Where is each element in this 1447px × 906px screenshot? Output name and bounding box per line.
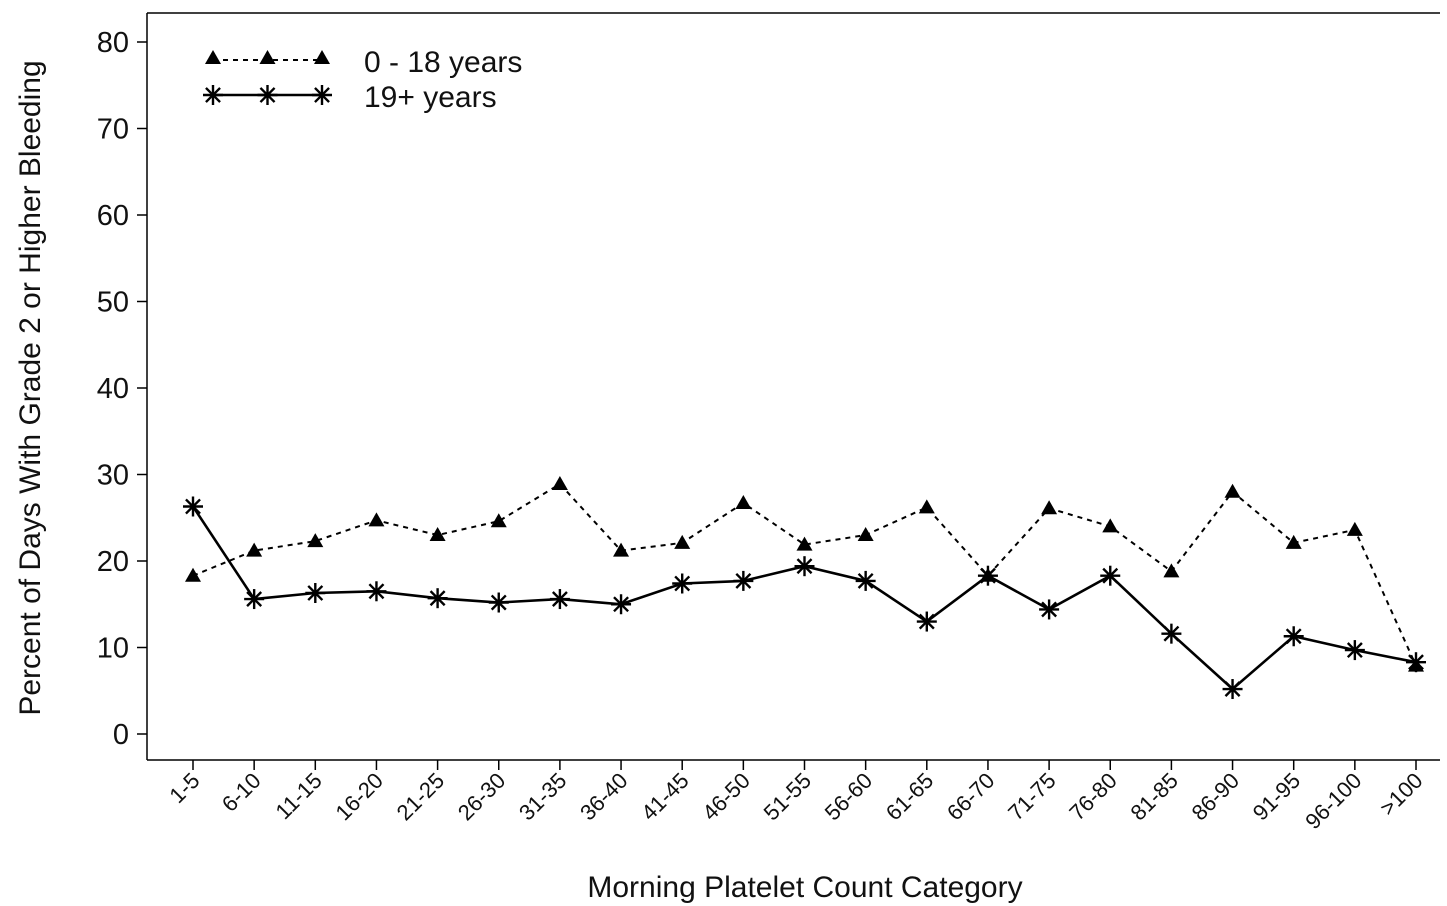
x-tick-label: 81-85 xyxy=(1125,768,1182,825)
x-tick-label: 31-35 xyxy=(514,768,571,825)
data-point-marker xyxy=(429,527,446,542)
data-point-marker xyxy=(611,594,632,615)
x-tick-label: 51-55 xyxy=(759,768,816,825)
x-tick-label: 61-65 xyxy=(881,768,938,825)
data-point-marker xyxy=(733,570,754,591)
x-tick-label: 6-10 xyxy=(217,768,266,817)
data-point-marker xyxy=(855,570,876,591)
x-tick-label: 26-30 xyxy=(453,768,510,825)
data-point-marker xyxy=(1224,483,1241,498)
legend-marker xyxy=(205,50,221,64)
data-point-marker xyxy=(185,567,201,582)
y-tick-label: 30 xyxy=(97,460,129,492)
y-tick-label: 10 xyxy=(97,633,129,665)
data-point-marker xyxy=(488,592,509,613)
y-tick-label: 0 xyxy=(113,719,129,751)
data-point-marker xyxy=(1346,521,1363,536)
data-point-marker xyxy=(427,588,448,609)
x-tick-label: 76-80 xyxy=(1064,768,1121,825)
data-point-marker xyxy=(794,556,815,577)
data-point-marker xyxy=(916,611,937,632)
legend-item: 19+ years xyxy=(203,81,497,114)
data-point-marker xyxy=(305,583,326,604)
data-point-marker xyxy=(549,589,570,610)
data-point-marker xyxy=(918,499,935,514)
x-tick-label: >100 xyxy=(1375,768,1428,821)
x-axis-ticks: 1-5 6-10 11-15 16-20 21-25 26-30 31-35 36-40 41-… xyxy=(164,760,1428,834)
y-tick-label: 40 xyxy=(97,373,129,405)
data-point-marker xyxy=(672,573,693,594)
data-point-marker xyxy=(183,496,203,517)
data-point-marker xyxy=(366,581,387,602)
y-tick-label: 80 xyxy=(97,27,129,59)
x-tick-label: 11-15 xyxy=(271,768,327,824)
x-tick-label: 46-50 xyxy=(697,768,754,825)
legend-item: 0 - 18 years xyxy=(205,46,522,79)
legend-marker xyxy=(312,85,332,105)
x-tick-label: 96-100 xyxy=(1300,768,1366,834)
x-tick-label: 36-40 xyxy=(575,768,632,825)
x-tick-label: 91-95 xyxy=(1248,768,1305,825)
data-point-marker xyxy=(1161,623,1182,644)
legend-label: 0 - 18 years xyxy=(364,46,522,79)
data-point-marker xyxy=(1222,679,1243,700)
data-point-marker xyxy=(1406,652,1426,673)
x-tick-label: 86-90 xyxy=(1187,768,1244,825)
series-2 xyxy=(183,496,1426,700)
data-point-marker xyxy=(1041,500,1058,515)
data-point-marker xyxy=(977,565,998,586)
data-point-marker xyxy=(490,513,507,528)
y-axis-ticks: 0 10 20 30 40 50 60 70 80 xyxy=(97,27,147,751)
data-point-marker xyxy=(368,512,385,527)
data-point-marker xyxy=(307,533,324,548)
data-point-marker xyxy=(1102,518,1119,533)
data-point-marker xyxy=(244,589,265,610)
legend-marker xyxy=(257,85,278,105)
plot-frame xyxy=(146,12,1440,761)
y-tick-label: 60 xyxy=(97,200,129,232)
x-tick-label: 71-75 xyxy=(1003,768,1060,825)
x-tick-label: 56-60 xyxy=(820,768,877,825)
data-point-marker xyxy=(551,476,568,491)
legend-marker xyxy=(259,50,276,64)
x-tick-label: 66-70 xyxy=(942,768,999,825)
data-point-marker xyxy=(796,536,813,551)
data-point-marker xyxy=(1039,599,1060,620)
x-axis-title: Morning Platelet Count Category xyxy=(587,871,1022,904)
data-point-marker xyxy=(246,542,263,557)
x-tick-label: 41-45 xyxy=(636,768,693,825)
data-point-marker xyxy=(1163,563,1180,578)
data-point-marker xyxy=(1283,626,1304,647)
legend-marker xyxy=(314,50,330,64)
y-axis-title: Percent of Days With Grade 2 or Higher B… xyxy=(14,60,47,715)
series-line xyxy=(192,482,1417,667)
y-tick-label: 20 xyxy=(97,546,129,578)
data-point-marker xyxy=(613,542,630,557)
y-tick-label: 70 xyxy=(97,114,129,146)
data-point-marker xyxy=(1344,640,1365,661)
y-tick-label: 50 xyxy=(97,287,129,319)
data-point-marker xyxy=(1285,534,1302,549)
data-point-marker xyxy=(674,534,691,549)
legend-label: 19+ years xyxy=(364,81,497,114)
x-tick-label: 16-20 xyxy=(331,768,388,825)
data-point-marker xyxy=(1100,565,1121,586)
legend-marker xyxy=(203,85,223,105)
x-tick-label: 21-25 xyxy=(392,768,449,825)
data-point-marker xyxy=(735,495,752,510)
data-point-marker xyxy=(857,527,874,542)
x-tick-label: 1-5 xyxy=(164,768,204,808)
series-layer xyxy=(183,476,1426,700)
